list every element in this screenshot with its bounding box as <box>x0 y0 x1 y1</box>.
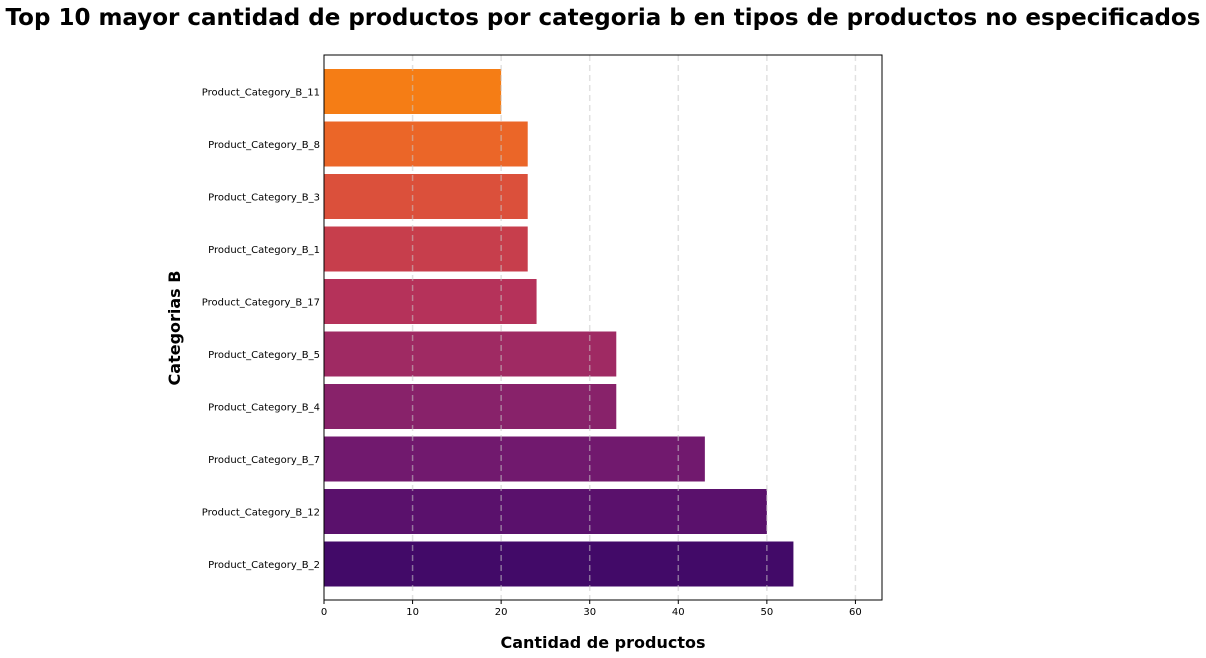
x-tick-label: 10 <box>406 607 419 618</box>
y-tick-label: Product_Category_B_17 <box>202 298 320 309</box>
bar-product-category-b-17 <box>324 279 537 324</box>
y-tick-label: Product_Category_B_4 <box>208 403 320 414</box>
x-tick-label: 40 <box>672 607 685 618</box>
y-tick-label: Product_Category_B_7 <box>208 455 320 466</box>
x-tick-label: 30 <box>583 607 596 618</box>
bar-product-category-b-8 <box>324 121 528 167</box>
chart-title: Top 10 mayor cantidad de productos por c… <box>6 5 1201 31</box>
y-axis-labels: Product_Category_B_2 Product_Category_B_1… <box>202 88 320 572</box>
x-axis-title: Cantidad de productos <box>500 633 705 652</box>
bars <box>324 69 794 587</box>
bar-product-category-b-2 <box>324 541 794 587</box>
x-tick-label: 50 <box>760 607 773 618</box>
bar-product-category-b-5 <box>324 331 617 377</box>
bar-product-category-b-1 <box>324 226 528 272</box>
y-tick-label: Product_Category_B_12 <box>202 508 320 519</box>
y-tick-label: Product_Category_B_11 <box>202 88 320 99</box>
bar-product-category-b-12 <box>324 489 767 534</box>
x-tick-label: 0 <box>321 607 327 618</box>
x-tick-label: 20 <box>495 607 508 618</box>
bar-product-category-b-7 <box>324 436 705 482</box>
y-tick-label: Product_Category_B_8 <box>208 140 320 151</box>
y-tick-label: Product_Category_B_5 <box>208 350 320 361</box>
gridlines <box>411 55 857 600</box>
x-tick-label: 60 <box>849 607 862 618</box>
y-tick-label: Product_Category_B_1 <box>208 245 320 256</box>
x-axis-ticks: 0 10 20 30 40 50 60 <box>321 600 862 618</box>
plot-frame <box>323 54 883 601</box>
y-tick-label: Product_Category_B_3 <box>208 193 320 204</box>
y-axis-title: Categorias B <box>165 271 184 386</box>
bar-product-category-b-4 <box>324 384 617 429</box>
y-tick-label: Product_Category_B_2 <box>208 560 320 571</box>
bar-product-category-b-3 <box>324 174 528 219</box>
